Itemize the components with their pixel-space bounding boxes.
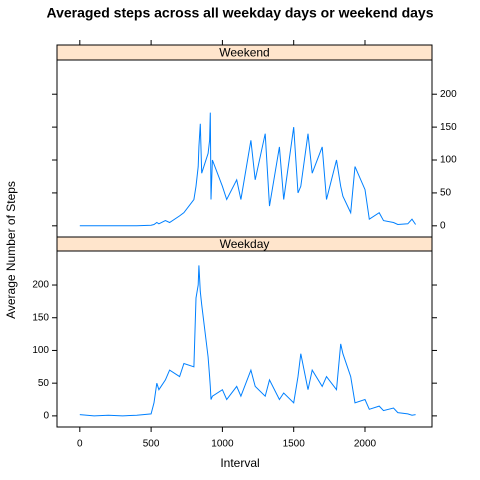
y-tick-label: 100 bbox=[440, 155, 457, 166]
y-tick-label: 50 bbox=[440, 188, 452, 199]
y-tick-label: 0 bbox=[440, 220, 446, 231]
y-tick-label: 0 bbox=[43, 411, 49, 422]
y-tick-label: 200 bbox=[32, 280, 49, 291]
y-tick-label: 150 bbox=[32, 312, 49, 323]
data-line bbox=[79, 112, 417, 227]
panel bbox=[56, 59, 433, 238]
x-tick-label: 1000 bbox=[211, 439, 234, 450]
y-tick-label: 100 bbox=[32, 345, 49, 356]
y-tick-label: 50 bbox=[38, 378, 50, 389]
data-line bbox=[79, 265, 416, 417]
x-tick-label: 0 bbox=[77, 439, 83, 450]
chart-title: Averaged steps across all weekday days o… bbox=[46, 5, 433, 21]
y-tick-label: 150 bbox=[440, 122, 457, 133]
x-axis-label: Interval bbox=[220, 456, 259, 470]
y-axis-label: Average Number of Steps bbox=[4, 181, 18, 319]
y-tick-label: 200 bbox=[440, 89, 457, 100]
panel bbox=[56, 250, 433, 428]
strip-label: Weekend bbox=[219, 46, 269, 60]
x-tick-label: 2000 bbox=[354, 439, 377, 450]
x-tick-label: 500 bbox=[143, 439, 160, 450]
strip-label: Weekday bbox=[220, 237, 270, 251]
x-tick-label: 1500 bbox=[283, 439, 306, 450]
